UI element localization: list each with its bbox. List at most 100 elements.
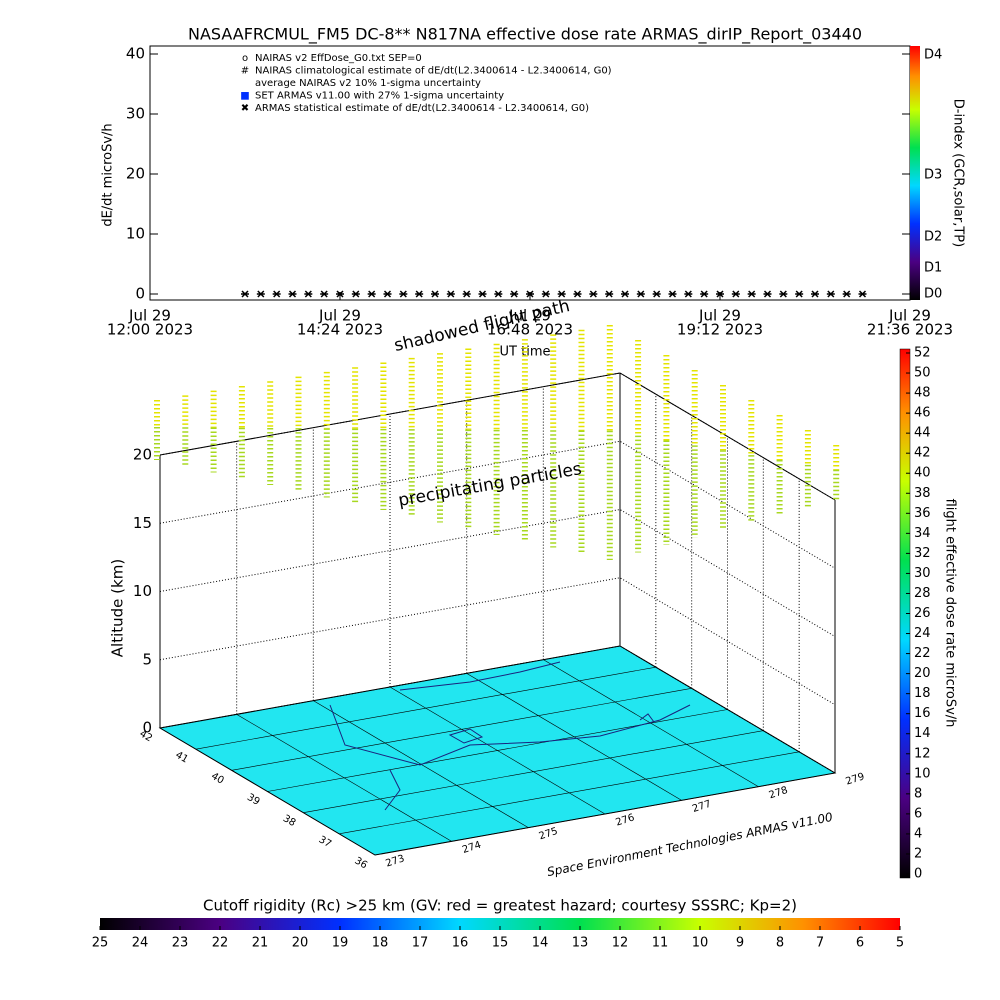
colorbar-tick-label: 10 [914,766,931,781]
z-axis-label: Altitude (km) [109,559,127,657]
data-marker [731,290,740,298]
dindex-tick-label: D1 [924,261,942,276]
chart-title: NASAAFRCMUL_FM5 DC-8** N817NA effective … [188,25,862,45]
data-marker [700,290,709,298]
colorbar-tick-label: 21 [252,936,269,951]
data-marker [241,290,249,298]
data-marker [636,290,645,298]
colorbar-tick-label: 46 [914,406,931,421]
data-marker [605,290,614,298]
colorbar-tick-label: 10 [692,936,709,951]
lon-tick-label: 276 [614,812,636,828]
colorbar-tick-label: 24 [914,626,931,641]
colorbar-tick-label: 32 [914,546,931,561]
lon-tick-label: 279 [844,771,866,787]
lat-tick-label: 41 [173,750,190,766]
lon-tick-label: 273 [384,853,406,869]
dindex-tick-label: D0 [924,287,942,302]
colorbar-tick-label: 34 [914,526,931,541]
map-outline [329,661,691,811]
colorbar-tick-label: 22 [914,646,931,661]
colorbar-tick-label: 14 [914,726,931,741]
colorbar-tick-label: 0 [914,867,922,882]
colorbar-tick-label: 20 [292,936,309,951]
colorbar-tick-label: 25 [92,936,109,951]
data-marker [557,290,566,298]
colorbar-tick-label: 44 [914,426,931,441]
y-axis-label: dE/dt microSv/h [101,123,116,226]
legend-text: average NAIRAS v2 10% 1-sigma uncertaint… [255,78,481,89]
colorbar-tick-label: 14 [532,936,549,951]
legend-text: SET ARMAS v11.00 with 27% 1-sigma uncert… [255,91,504,102]
data-marker [858,290,867,298]
lat-tick-label: 36 [352,855,369,871]
lat-tick-label: 39 [245,792,262,808]
ground-grid [303,730,764,813]
data-marker [431,290,439,298]
data-marker [526,290,534,298]
dose-colorbar-label: flight effective dose rate microSv/h [943,499,958,728]
legend-symbol: ■ [240,91,249,102]
colorbar-tick-label: 8 [776,936,784,951]
legend-symbol: o [242,53,248,64]
data-marker [272,290,281,298]
data-marker [684,290,693,298]
legend-text: ARMAS statistical estimate of dE/dt(L2.3… [255,103,589,114]
colorbar-tick-label: 22 [212,936,229,951]
legend-symbol: ✖ [241,103,249,114]
x-tick-label: 19:12 2023 [677,321,763,339]
dindex-tick-label: D2 [924,230,942,245]
lon-tick-label: 277 [691,799,713,815]
z-grid [159,440,836,569]
dindex-label: D-index (GCR,solar,TP) [951,99,966,247]
data-marker [541,290,550,298]
dindex-tick-label: D3 [924,168,942,183]
legend-text: NAIRAS climatological estimate of dE/dt(… [255,66,612,77]
x-tick-label: Jul 29 [318,307,361,325]
ground-grid [231,688,692,771]
colorbar-tick-label: 26 [914,606,931,621]
colorbar-tick-label: 9 [736,936,744,951]
z-grid [159,577,836,706]
credit: Space Environment Technologies ARMAS v11… [546,810,834,879]
lon-tick-label: 275 [538,826,560,842]
rigidity-title: Cutoff rigidity (Rc) >25 km (GV: red = g… [203,897,797,915]
colorbar-tick-label: 4 [914,826,922,841]
colorbar-tick-label: 18 [372,936,389,951]
colorbar-tick-label: 20 [914,666,931,681]
data-marker [811,290,819,298]
lat-tick-label: 38 [281,813,298,829]
colorbar-tick-label: 7 [816,936,824,951]
data-marker [494,290,503,298]
data-marker [747,290,756,298]
y-tick-label: 10 [126,225,145,243]
z-tick-label: 20 [133,446,152,464]
colorbar-tick-label: 2 [914,846,922,861]
colorbar-tick-label: 18 [914,686,931,701]
colorbar-tick-label: 19 [332,936,349,951]
colorbar-tick-label: 6 [914,806,922,821]
colorbar-tick-label: 38 [914,486,931,501]
colorbar-tick-label: 16 [452,936,469,951]
lat-tick-label: 37 [317,834,334,850]
colorbar-tick-label: 8 [914,786,922,801]
data-marker [446,290,455,298]
data-marker [589,290,598,298]
data-marker [383,290,392,298]
data-marker [320,290,329,298]
colorbar-tick-label: 11 [652,936,669,951]
colorbar-tick-label: 24 [132,936,149,951]
data-marker [842,290,851,298]
colorbar-tick-label: 30 [914,566,931,581]
data-marker [826,290,835,298]
colorbar-tick-label: 28 [914,586,931,601]
colorbar-tick-label: 42 [914,446,931,461]
ground-grid [159,645,621,729]
data-marker [399,290,408,298]
data-marker [779,290,788,298]
colorbar-tick-label: 6 [856,936,864,951]
ground-grid [374,772,836,856]
data-marker [304,290,313,298]
plot-3d: 2732742752762772782794241403938373605101… [109,296,866,879]
